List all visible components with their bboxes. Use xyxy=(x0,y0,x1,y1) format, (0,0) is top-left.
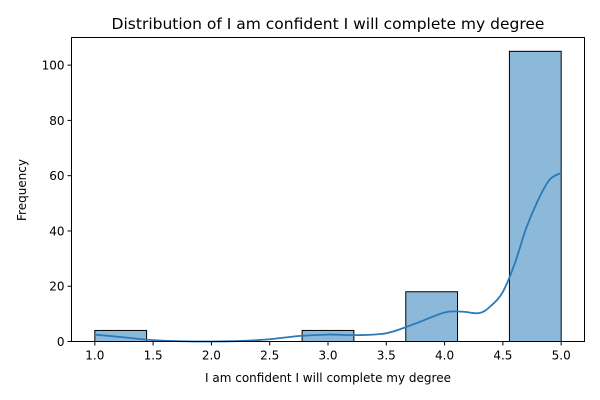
x-tick-label: 1.5 xyxy=(144,349,163,363)
x-tick-label: 2.5 xyxy=(260,349,279,363)
x-tick-label: 5.0 xyxy=(552,349,571,363)
y-axis-ticks: 0 20 40 60 80 100 xyxy=(42,59,72,349)
histogram-bars xyxy=(94,50,562,343)
x-axis-ticks: 1.0 1.5 2.0 2.5 3.0 3.5 4.0 4.5 5.0 xyxy=(85,341,571,363)
y-tick-label: 20 xyxy=(49,280,64,294)
x-tick-label: 4.0 xyxy=(435,349,454,363)
y-tick-label: 60 xyxy=(49,169,64,183)
y-tick-label: 100 xyxy=(42,59,65,73)
x-tick-label: 2.0 xyxy=(202,349,221,363)
x-axis-label: I am confident I will complete my degree xyxy=(205,371,451,385)
x-tick-label: 1.0 xyxy=(85,349,104,363)
x-tick-label: 4.5 xyxy=(493,349,512,363)
x-tick-label: 3.0 xyxy=(318,349,337,363)
x-tick-label: 3.5 xyxy=(377,349,396,363)
histogram-bar xyxy=(508,50,562,343)
y-axis-label: Frequency xyxy=(15,159,29,221)
y-tick-label: 0 xyxy=(57,335,65,349)
y-tick-label: 40 xyxy=(49,224,64,238)
y-tick-label: 80 xyxy=(49,114,64,128)
chart-title: Distribution of I am confident I will co… xyxy=(112,15,545,33)
